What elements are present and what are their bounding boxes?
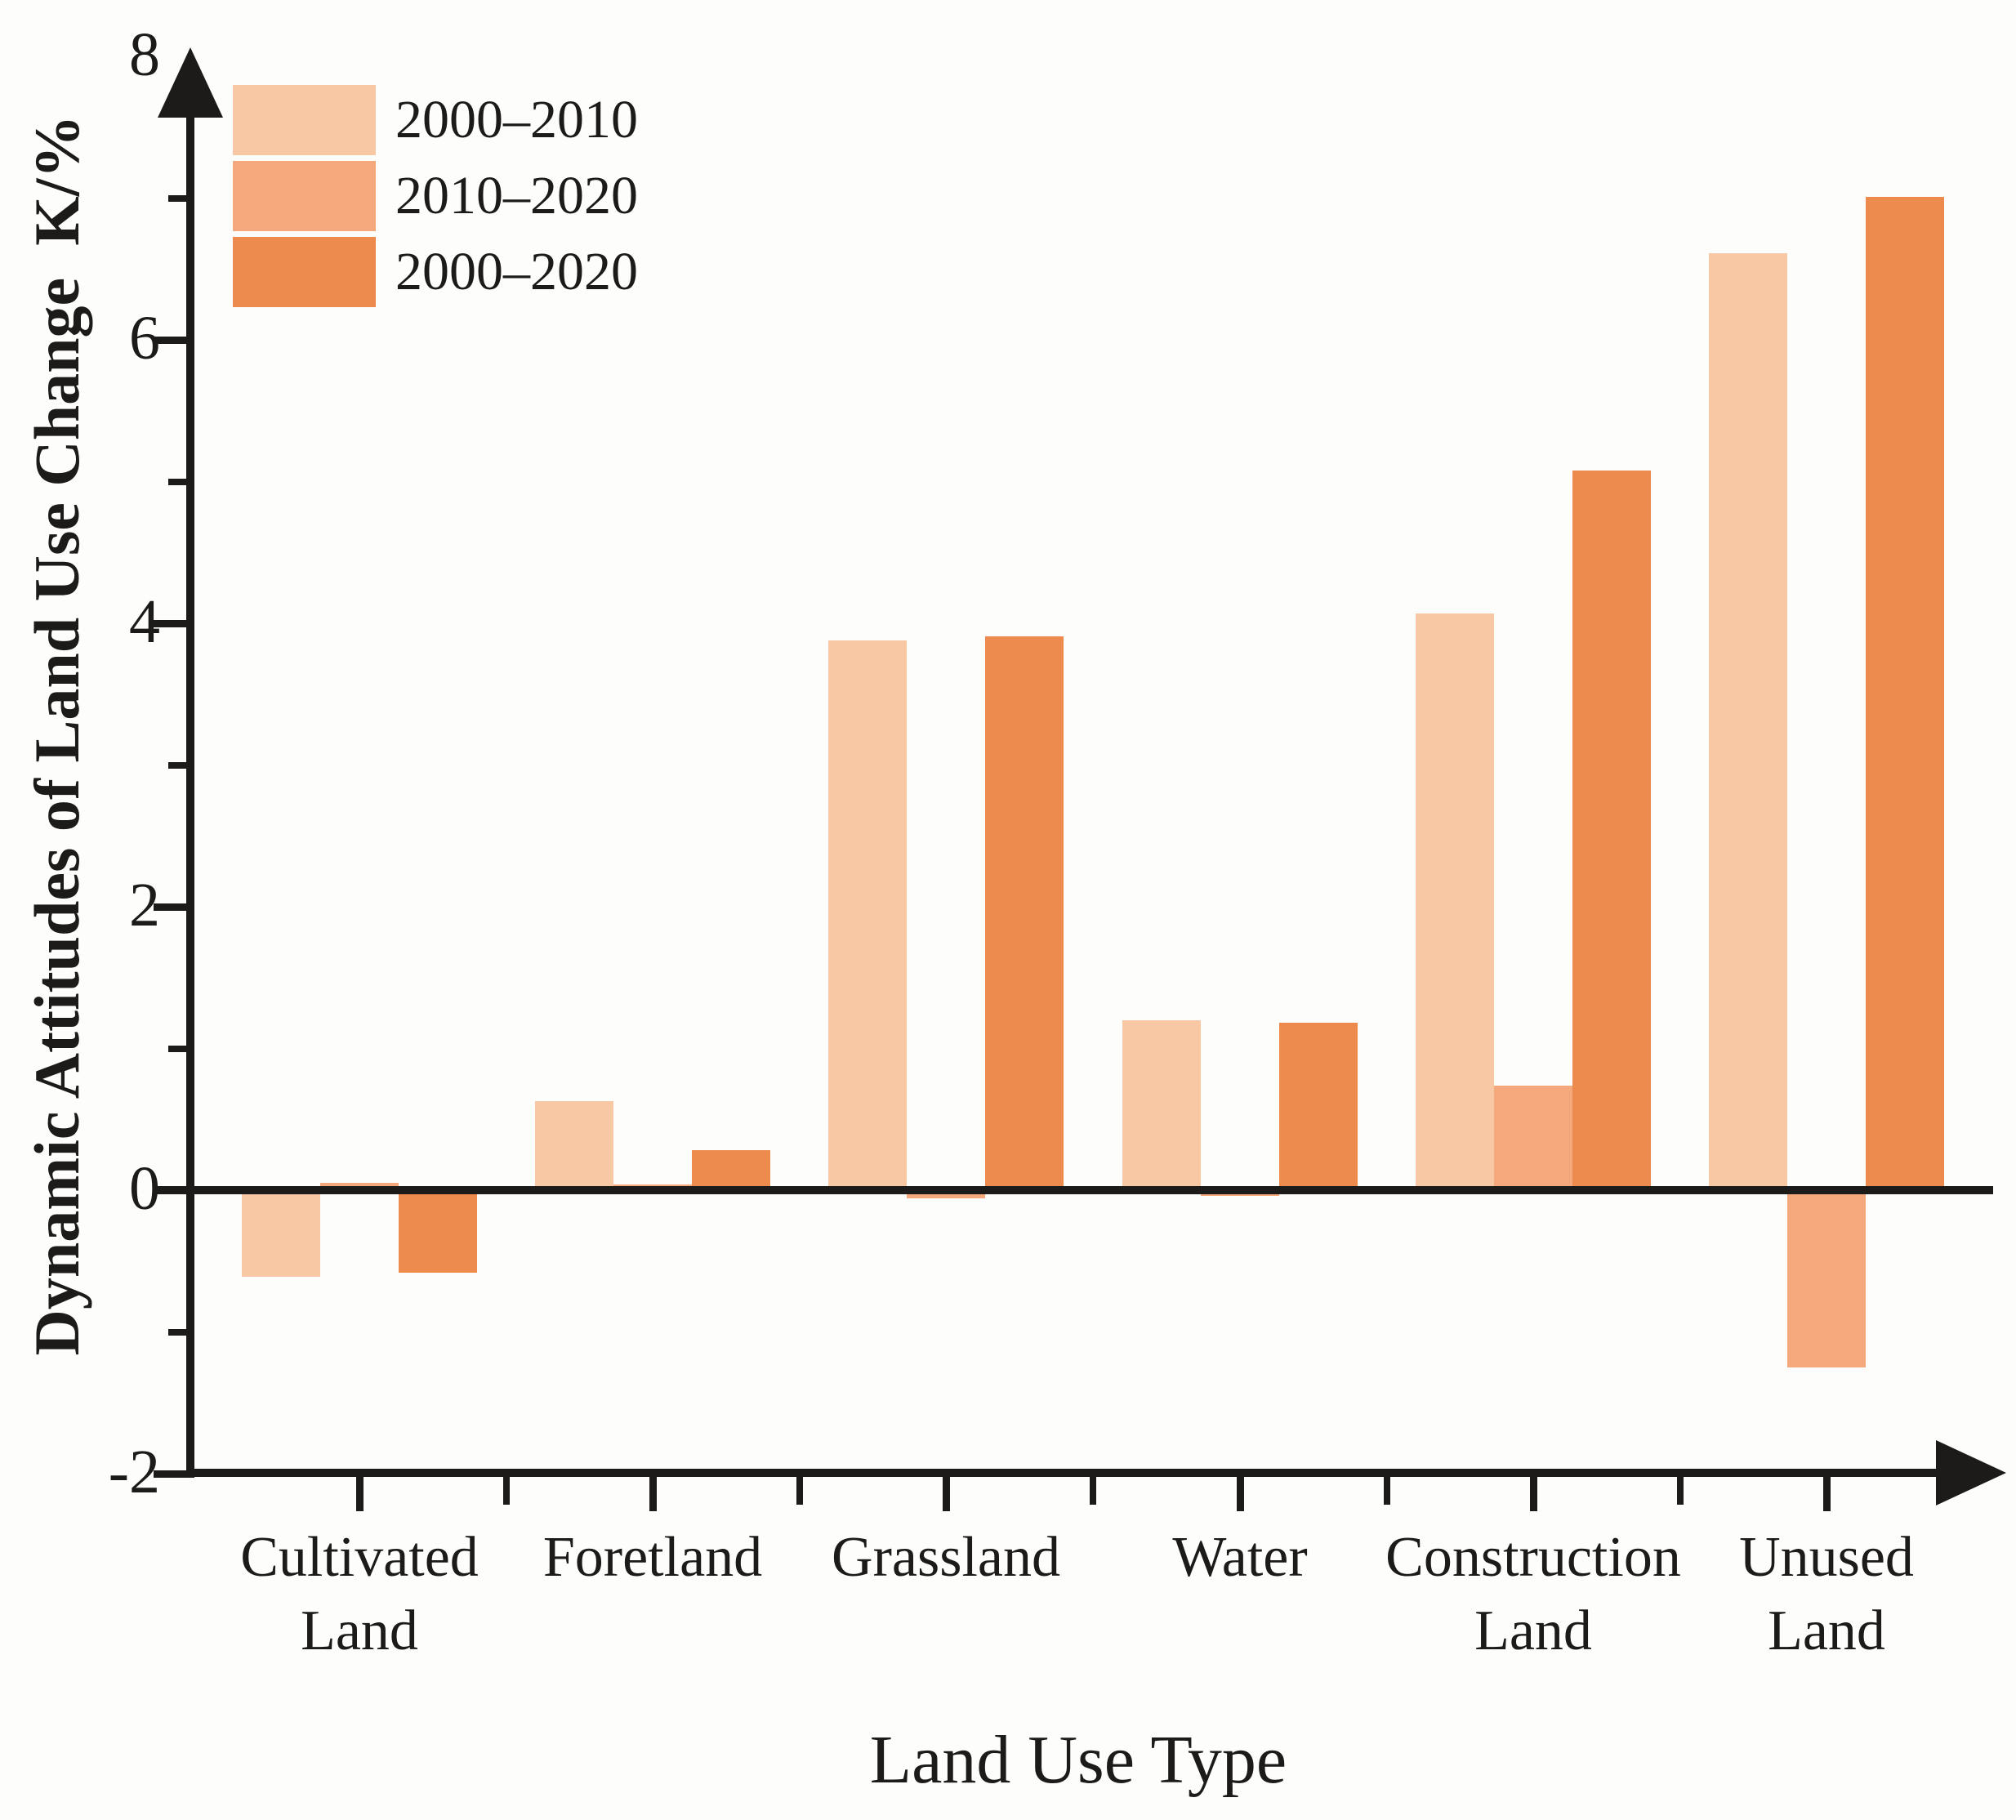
x-axis-line: [186, 1469, 1947, 1477]
bar-unused-land-2010-2020: [1787, 1190, 1866, 1367]
y-minor-tick: [168, 1328, 194, 1336]
bar-construction-land-2000-2020: [1572, 470, 1651, 1190]
category-label: Foretland: [542, 1526, 763, 1589]
legend-item: 2000–2020: [233, 237, 638, 307]
category-label: Water: [1172, 1526, 1308, 1589]
legend-swatch: [233, 161, 376, 231]
bar-construction-land-2010-2020: [1494, 1085, 1572, 1190]
legend-label: 2000–2010: [395, 90, 638, 149]
y-major-tick: [154, 337, 194, 344]
x-axis-arrow-icon: [1936, 1440, 2006, 1506]
category-label: Grassland: [832, 1526, 1060, 1589]
y-tick-label: 4: [129, 587, 160, 656]
y-minor-tick: [168, 1045, 194, 1052]
x-axis-title: Land Use Type: [869, 1722, 1287, 1798]
x-major-tick: [943, 1469, 950, 1511]
x-minor-tick: [502, 1469, 510, 1505]
legend: 2000–2010 2010–2020 2000–2020: [233, 85, 638, 313]
legend-label: 2000–2020: [395, 242, 638, 301]
zero-baseline: [154, 1186, 1993, 1194]
x-minor-tick: [1676, 1469, 1684, 1505]
x-minor-tick: [1090, 1469, 1096, 1505]
bar-cultivated-land-2000-2010: [242, 1190, 320, 1277]
x-major-tick: [1823, 1469, 1831, 1511]
y-tick-label: 2: [129, 870, 160, 939]
y-minor-tick: [168, 194, 194, 202]
legend-item: 2010–2020: [233, 161, 638, 231]
x-major-tick: [649, 1469, 657, 1511]
x-major-tick: [1237, 1469, 1244, 1511]
y-tick-label: 0: [129, 1153, 160, 1223]
bar-water-2000-2020: [1279, 1023, 1358, 1190]
bar-water-2000-2010: [1122, 1019, 1201, 1190]
y-major-tick: [154, 1470, 194, 1478]
y-minor-tick: [168, 478, 194, 485]
y-major-tick: [154, 1187, 194, 1194]
bar-foretland-2000-2020: [692, 1150, 770, 1190]
legend-item: 2000–2010: [233, 85, 638, 155]
category-label: Cultivated Land: [240, 1526, 479, 1662]
x-minor-tick: [1383, 1469, 1390, 1505]
y-major-tick: [154, 620, 194, 627]
y-tick-label: 8: [129, 20, 160, 89]
legend-swatch: [233, 237, 376, 307]
bar-unused-land-2000-2020: [1866, 196, 1944, 1190]
bar-foretland-2000-2010: [535, 1100, 613, 1190]
legend-label: 2010–2020: [395, 166, 638, 225]
category-label: Unused Land: [1739, 1526, 1914, 1662]
y-tick-label: 6: [129, 303, 160, 372]
x-major-tick: [1530, 1469, 1537, 1511]
bar-grassland-2000-2010: [828, 640, 907, 1190]
bar-construction-land-2000-2010: [1416, 613, 1494, 1190]
y-axis-line: [186, 78, 194, 1477]
x-major-tick: [356, 1469, 364, 1511]
bar-grassland-2000-2020: [985, 636, 1064, 1190]
bar-unused-land-2000-2010: [1709, 253, 1787, 1190]
category-label: Construction Land: [1385, 1526, 1681, 1662]
y-tick-label: -2: [108, 1437, 160, 1506]
bar-cultivated-land-2000-2020: [399, 1190, 477, 1273]
y-major-tick: [154, 903, 194, 911]
y-minor-tick: [168, 761, 194, 769]
x-minor-tick: [796, 1469, 803, 1505]
legend-swatch: [233, 85, 376, 155]
bar-grassland-2010-2020: [907, 1190, 985, 1199]
y-axis-arrow-icon: [158, 47, 223, 118]
